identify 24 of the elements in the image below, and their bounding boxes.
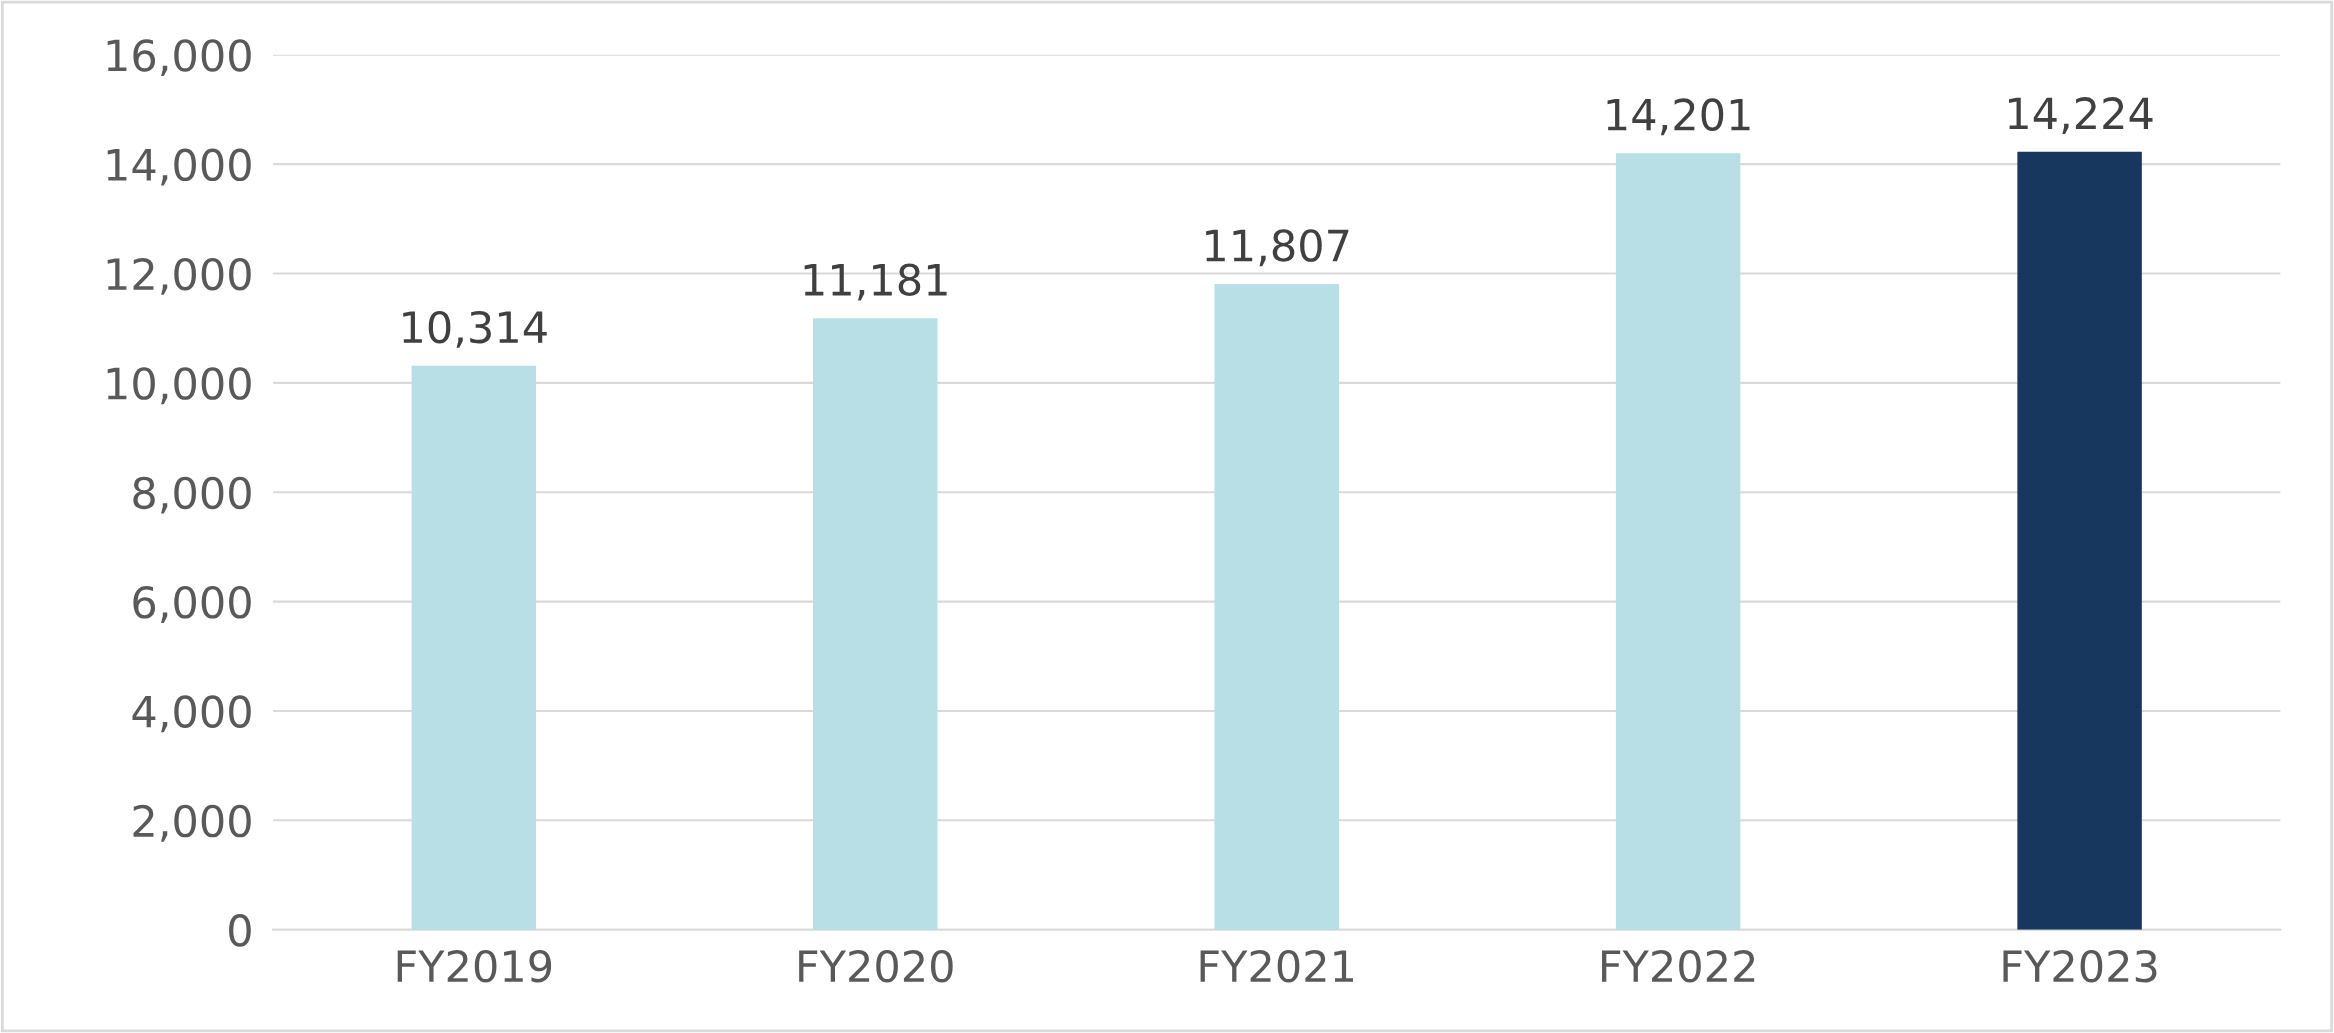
bar (2017, 151, 2142, 930)
x-tick-label: FY2019 (397, 949, 552, 983)
y-tick-label: 4,000 (132, 695, 251, 733)
x-tick-label: FY2021 (1200, 949, 1354, 983)
x-tick-label: FY2020 (799, 949, 953, 983)
y-tick-label: 14,000 (107, 148, 251, 186)
y-tick-label: 10,000 (107, 367, 251, 405)
y-tick-label: 16,000 (107, 39, 251, 77)
bar (411, 365, 537, 930)
bar (813, 318, 938, 930)
bar (1615, 153, 1741, 930)
x-tick-label: FY2022 (1602, 949, 1755, 983)
data-label: 10,314 (403, 310, 547, 348)
y-tick-label: 6,000 (133, 586, 251, 623)
y-tick-label: 8,000 (133, 476, 251, 514)
y-tick-label: 12,000 (107, 257, 251, 295)
y-tick-label: 2,000 (133, 804, 251, 842)
bar (1214, 284, 1339, 930)
data-label: 14,224 (2009, 97, 2153, 135)
y-tick-label: 0 (229, 914, 251, 947)
x-tick-label: FY2023 (2003, 949, 2157, 983)
data-label: 11,807 (1206, 229, 1349, 267)
data-label: 11,181 (804, 263, 947, 301)
data-label: 14,201 (1607, 98, 1750, 136)
